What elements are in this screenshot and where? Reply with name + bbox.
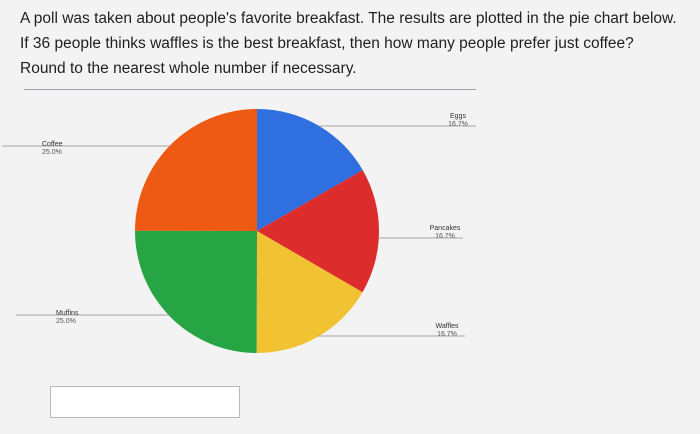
pie-slice-pancakes — [257, 170, 380, 293]
pie-slice-waffles — [256, 231, 363, 354]
slice-labels: Eggs16.7%Pancakes16.7%Waffles16.7%Muffin… — [42, 113, 468, 338]
slice-label-coffee: Coffee — [42, 141, 63, 148]
slice-label-muffins: Muffins — [56, 310, 79, 317]
leader-lines — [2, 125, 476, 337]
slice-label-pancakes: Pancakes — [430, 225, 461, 232]
slice-label-eggs: Eggs — [450, 113, 466, 120]
slice-percent-pancakes: 16.7% — [435, 233, 455, 240]
pie-slice-muffins — [134, 230, 257, 353]
answer-input[interactable] — [50, 386, 240, 418]
slice-percent-coffee: 25.0% — [42, 149, 62, 156]
slice-percent-eggs: 16.7% — [448, 121, 468, 128]
slice-percent-muffins: 25.0% — [56, 318, 76, 325]
pie-slice-eggs — [257, 109, 363, 231]
pie-slice-coffee — [135, 109, 257, 231]
divider — [24, 89, 476, 90]
slice-label-waffles: Waffles — [436, 323, 459, 330]
question-text: A poll was taken about people's favorite… — [20, 10, 677, 77]
slice-percent-waffles: 16.7% — [437, 331, 457, 338]
pie-slices — [134, 109, 380, 354]
